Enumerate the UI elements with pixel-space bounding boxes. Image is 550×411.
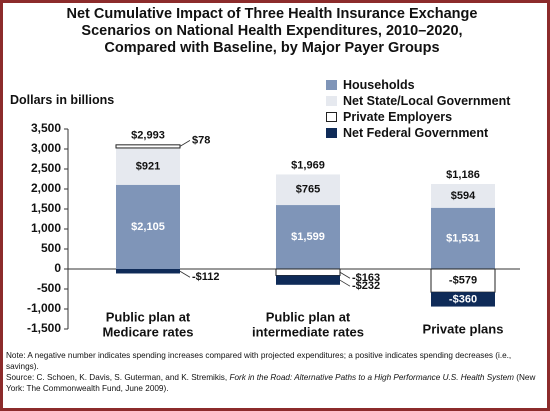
data-label-federal: -$112	[192, 271, 220, 283]
note-text: Note: A negative number indicates spendi…	[6, 351, 512, 371]
y-tick-label: 500	[41, 241, 61, 255]
bar-state-local	[276, 174, 340, 206]
bar-state-local	[116, 147, 180, 185]
total-label: $1,186	[446, 169, 480, 181]
leader-line	[339, 279, 351, 287]
legend-label-households: Households	[343, 78, 415, 92]
title-line-1: Net Cumulative Impact of Three Health In…	[66, 6, 478, 22]
data-label-state-local: $594	[451, 190, 476, 202]
leader-line	[179, 140, 191, 147]
source-text: Source: C. Schoen, K. Davis, S. Guterman…	[6, 372, 538, 394]
y-tick-label: 1,500	[31, 201, 61, 215]
legend-item-state-local: Net State/Local Government	[326, 93, 510, 109]
data-label-households: $1,599	[291, 231, 325, 243]
legend-label-private-employers: Private Employers	[343, 110, 453, 124]
leader-line	[339, 271, 351, 279]
legend: Households Net State/Local Government Pr…	[326, 77, 510, 141]
y-tick-label: -1,500	[27, 321, 61, 335]
category-label: Public plan at	[266, 309, 351, 324]
category-label: Private plans	[423, 321, 504, 336]
total-label: $1,969	[291, 159, 325, 171]
legend-label-state-local: Net State/Local Government	[343, 94, 511, 108]
category-label: Medicare rates	[102, 324, 193, 339]
bar-federal	[431, 292, 495, 307]
leader-line	[179, 270, 191, 278]
y-tick-label: 1,000	[31, 221, 61, 235]
legend-swatch-private-employers	[326, 112, 337, 122]
footnote: Note: A negative number indicates spendi…	[6, 350, 538, 394]
legend-item-private-employers: Private Employers	[326, 109, 510, 125]
title-line-3: Compared with Baseline, by Major Payer G…	[104, 40, 440, 56]
bar-households	[116, 184, 180, 269]
category-label: intermediate rates	[252, 324, 364, 339]
bar-households	[276, 205, 340, 269]
data-label-federal: -$232	[352, 280, 380, 292]
bar-federal	[116, 269, 180, 274]
y-tick-label: 0	[54, 261, 61, 275]
bar-private-employers	[115, 144, 181, 149]
data-label-private-employers: -$163	[352, 272, 380, 284]
y-tick-label: -500	[37, 281, 61, 295]
y-tick-label: -1,000	[27, 301, 61, 315]
data-label-private-employers: $78	[192, 134, 210, 146]
bar-households	[431, 207, 495, 269]
source-prefix: Source: C. Schoen, K. Davis, S. Guterman…	[6, 373, 230, 382]
y-tick-label: 3,000	[31, 141, 61, 155]
y-tick-label: 2,500	[31, 161, 61, 175]
data-label-federal: -$360	[449, 293, 477, 305]
category-label: Public plan at	[106, 309, 191, 324]
title-line-2: Scenarios on National Health Expenditure…	[81, 23, 463, 39]
total-label: $2,993	[131, 130, 165, 142]
source-suffix: (New York: The Commonwealth Fund, June 2…	[6, 373, 536, 393]
y-tick-label: 3,500	[31, 121, 61, 135]
bar-private-employers	[275, 268, 341, 277]
legend-swatch-households	[326, 80, 337, 90]
data-label-households: $1,531	[446, 232, 480, 244]
data-label-private-employers: -$579	[449, 274, 477, 286]
legend-swatch-state-local	[326, 96, 337, 106]
legend-swatch-federal	[326, 128, 337, 138]
data-label-state-local: $765	[296, 184, 320, 196]
y-axis-caption: Dollars in billions	[10, 93, 115, 107]
bar-state-local	[431, 184, 495, 208]
bar-federal	[276, 275, 340, 285]
legend-item-households: Households	[326, 77, 510, 93]
source-title: Fork in the Road: Alternative Paths to a…	[229, 373, 515, 382]
data-label-state-local: $921	[136, 160, 160, 172]
data-label-households: $2,105	[131, 221, 165, 233]
legend-item-federal: Net Federal Government	[326, 125, 510, 141]
legend-label-federal: Net Federal Government	[343, 126, 489, 140]
y-tick-label: 2,000	[31, 181, 61, 195]
chart-title: Net Cumulative Impact of Three Health In…	[0, 6, 544, 57]
